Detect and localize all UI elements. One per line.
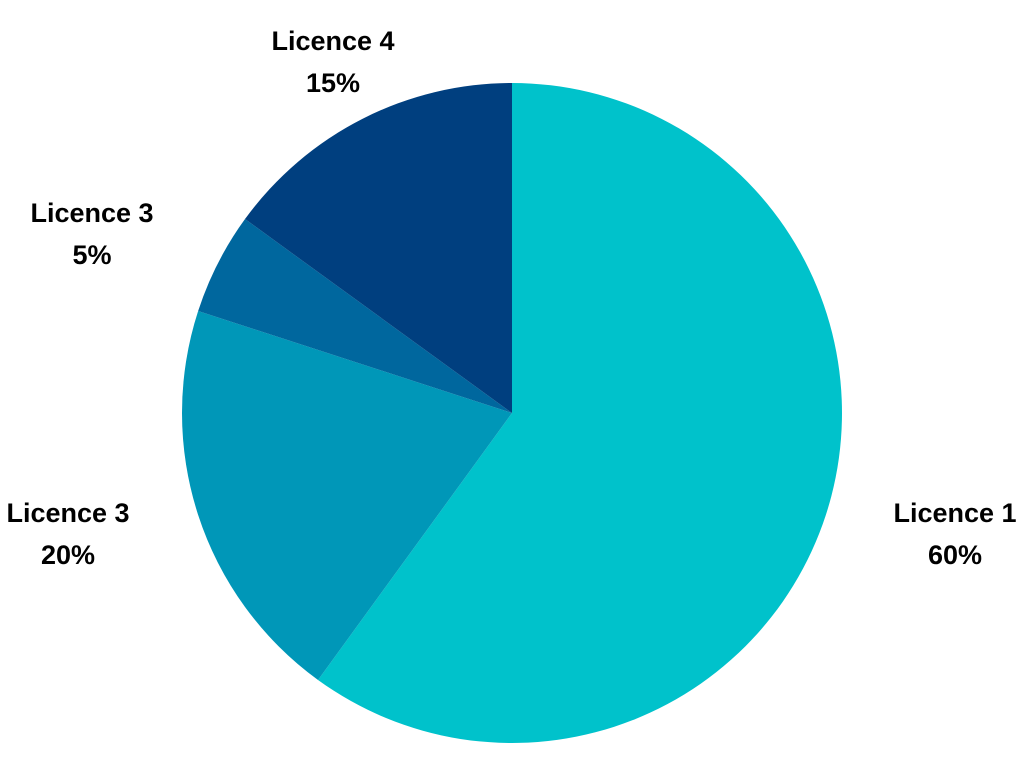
slice-percent-4: 15% bbox=[306, 68, 360, 98]
slice-percent-1: 60% bbox=[928, 540, 982, 570]
pie-slice-2 bbox=[181, 311, 513, 680]
slice-label-4: Licence 4 bbox=[271, 26, 394, 56]
slice-label-2: Licence 3 bbox=[6, 498, 129, 528]
pie-labels: Licence 1 60% Licence 3 20% Licence 3 5% Licen… bbox=[6, 26, 1016, 570]
slice-percent-2: 20% bbox=[41, 540, 95, 570]
slice-label-1: Licence 1 bbox=[893, 498, 1016, 528]
pie-slice-1 bbox=[318, 83, 842, 743]
slice-label-3: Licence 3 bbox=[30, 198, 153, 228]
slice-percent-3: 5% bbox=[72, 240, 111, 270]
pie-slice-3 bbox=[198, 219, 512, 413]
pie-slice-4 bbox=[245, 83, 512, 413]
pie-slices bbox=[181, 83, 842, 743]
